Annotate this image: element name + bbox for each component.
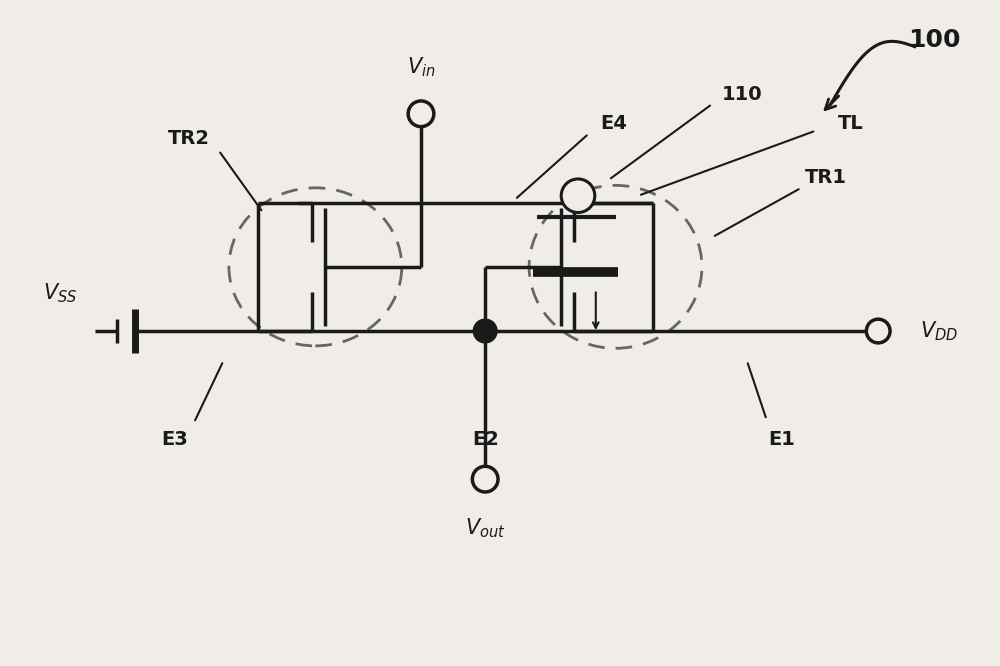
Text: TR1: TR1 bbox=[805, 168, 847, 187]
Text: 110: 110 bbox=[722, 85, 762, 103]
Text: 100: 100 bbox=[908, 28, 961, 52]
Text: $V_{SS}$: $V_{SS}$ bbox=[43, 282, 78, 305]
Text: E1: E1 bbox=[768, 430, 795, 449]
Circle shape bbox=[866, 319, 890, 343]
Text: $V_{in}$: $V_{in}$ bbox=[407, 56, 435, 79]
Text: TR2: TR2 bbox=[168, 129, 210, 148]
Circle shape bbox=[472, 466, 498, 492]
Circle shape bbox=[473, 319, 497, 343]
Text: E3: E3 bbox=[161, 430, 188, 449]
Text: E2: E2 bbox=[472, 430, 499, 449]
Circle shape bbox=[561, 179, 595, 212]
Text: $V_{out}$: $V_{out}$ bbox=[465, 517, 506, 540]
Text: TL: TL bbox=[838, 114, 863, 133]
Text: $V_{DD}$: $V_{DD}$ bbox=[920, 319, 958, 343]
Text: E4: E4 bbox=[600, 114, 627, 133]
Circle shape bbox=[408, 101, 434, 127]
